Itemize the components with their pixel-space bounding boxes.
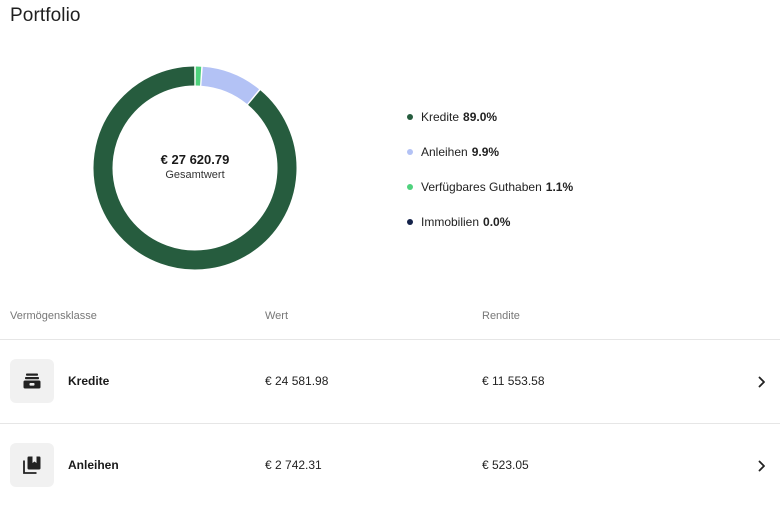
- legend-dot-guthaben: [407, 184, 413, 190]
- header-asset-class: Vermögensklasse: [10, 310, 97, 322]
- legend-item-guthaben: Verfügbares Guthaben 1.1%: [407, 180, 573, 194]
- header-return: Rendite: [482, 310, 520, 322]
- row-return: € 523.05: [482, 458, 529, 472]
- wallet-icon: [10, 359, 54, 403]
- header-value: Wert: [265, 310, 288, 322]
- legend-label: Anleihen: [421, 145, 468, 159]
- legend-label: Immobilien: [421, 215, 479, 229]
- row-value: € 24 581.98: [265, 374, 328, 388]
- chevron-right-icon[interactable]: [758, 459, 766, 477]
- legend-dot-kredite: [407, 114, 413, 120]
- table-row-kredite[interactable]: Kredite € 24 581.98 € 11 553.58: [0, 339, 780, 424]
- allocation-donut-chart: € 27 620.79 Gesamtwert: [93, 66, 297, 270]
- legend-dot-immobilien: [407, 219, 413, 225]
- legend-percent: 0.0%: [483, 215, 510, 229]
- table-row-anleihen[interactable]: Anleihen € 2 742.31 € 523.05: [0, 423, 780, 508]
- legend-percent: 1.1%: [546, 180, 573, 194]
- legend-item-anleihen: Anleihen 9.9%: [407, 145, 573, 159]
- total-label: Gesamtwert: [165, 169, 224, 181]
- legend: Kredite 89.0% Anleihen 9.9% Verfügbares …: [407, 110, 573, 250]
- total-value: € 27 620.79: [161, 152, 230, 167]
- row-name: Anleihen: [68, 458, 119, 472]
- row-name: Kredite: [68, 374, 109, 388]
- row-return: € 11 553.58: [482, 374, 545, 388]
- legend-item-immobilien: Immobilien 0.0%: [407, 215, 573, 229]
- legend-dot-anleihen: [407, 149, 413, 155]
- legend-label: Kredite: [421, 110, 459, 124]
- legend-percent: 9.9%: [472, 145, 499, 159]
- bonds-icon: [10, 443, 54, 487]
- row-value: € 2 742.31: [265, 458, 322, 472]
- legend-label: Verfügbares Guthaben: [421, 180, 542, 194]
- legend-item-kredite: Kredite 89.0%: [407, 110, 573, 124]
- page-title: Portfolio: [10, 5, 81, 27]
- chevron-right-icon[interactable]: [758, 375, 766, 393]
- legend-percent: 89.0%: [463, 110, 497, 124]
- donut-center: € 27 620.79 Gesamtwert: [93, 66, 297, 270]
- table-header: Vermögensklasse Wert Rendite: [0, 307, 780, 325]
